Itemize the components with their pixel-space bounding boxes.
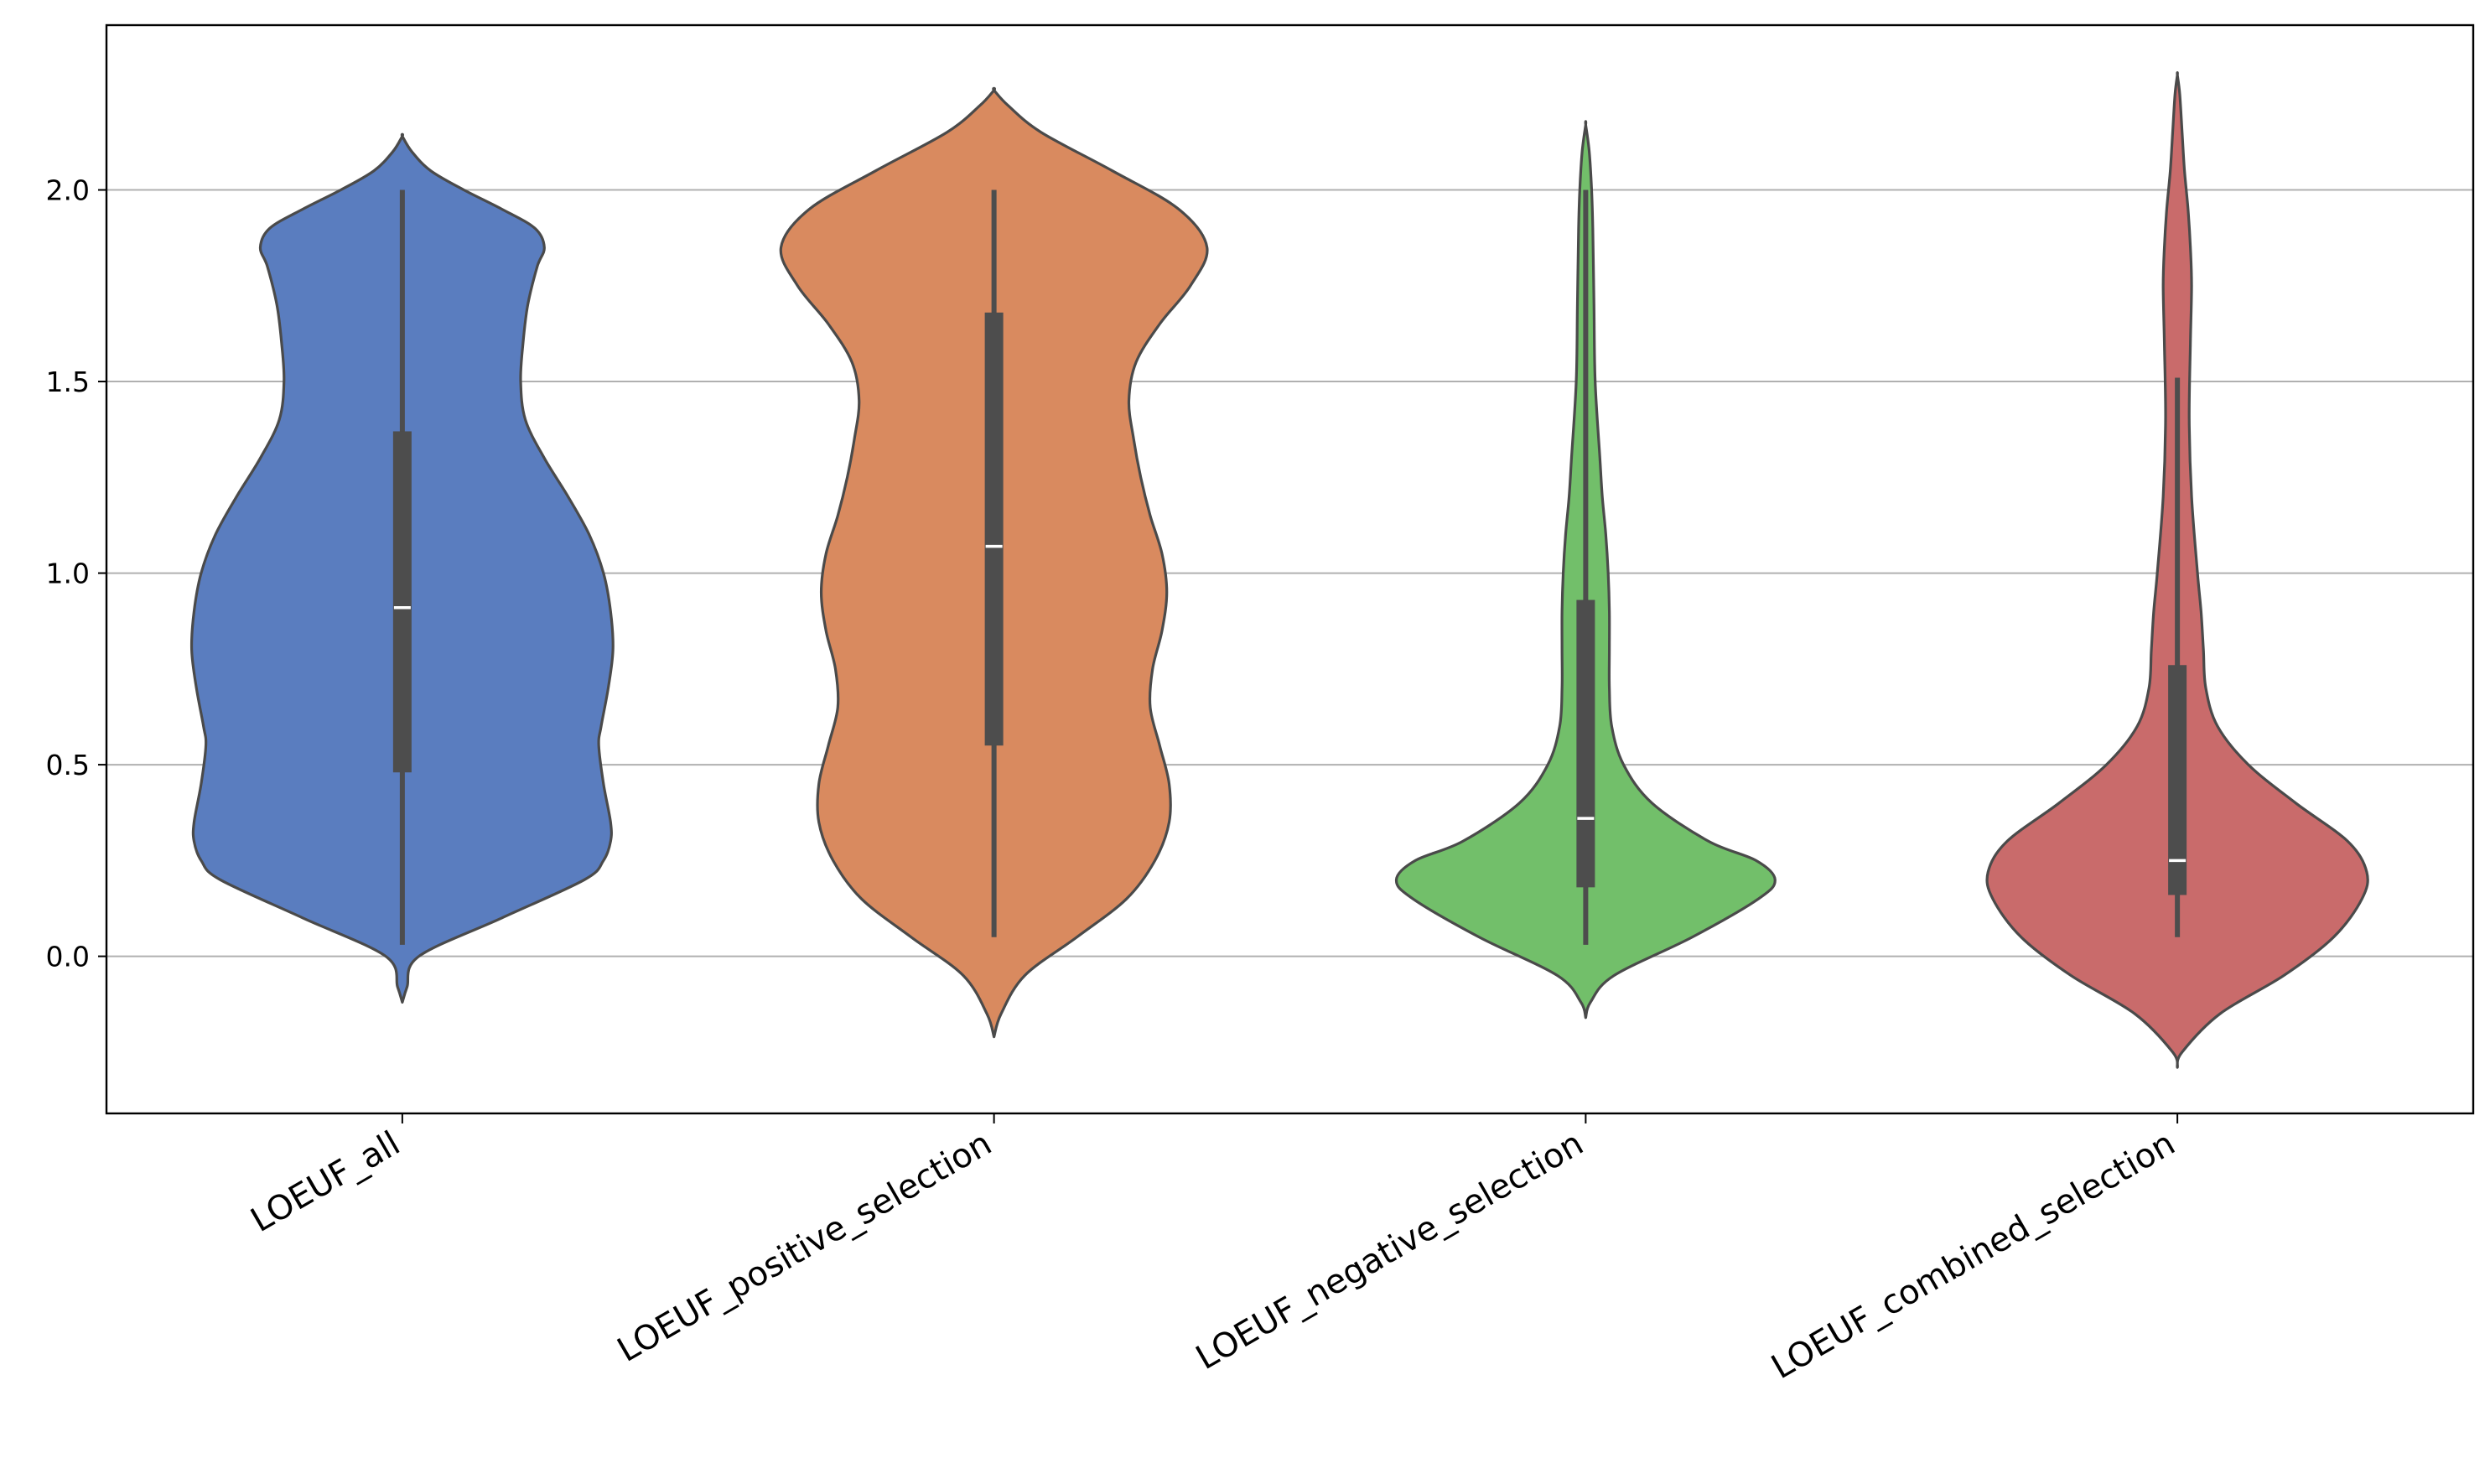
y-tick-label: 0.0 [46,941,90,973]
violin-iqr-box [392,431,412,773]
y-tick-label: 1.0 [46,558,90,590]
y-tick-label: 2.0 [46,174,90,207]
x-tick-label: LOEUF_negative_selection [1190,1124,1590,1378]
plot-frame [105,23,2475,1115]
x-tick-label: LOEUF_all [245,1124,407,1240]
y-axis: 0.0 0.5 1.0 1.5 2.0 [46,174,106,973]
violin-iqr-box [1576,599,1595,888]
y-tick-label: 1.5 [46,366,90,398]
violin-iqr-box [984,312,1004,746]
violin-iqr-box [2168,665,2187,895]
x-tick-label: LOEUF_combined_selection [1765,1124,2181,1387]
violins [189,70,2369,1069]
y-tick-label: 0.5 [46,749,90,781]
x-tick-label: LOEUF_positive_selection [611,1124,999,1370]
x-axis: LOEUF_all LOEUF_positive_selection LOEUF_n… [245,1113,2181,1387]
